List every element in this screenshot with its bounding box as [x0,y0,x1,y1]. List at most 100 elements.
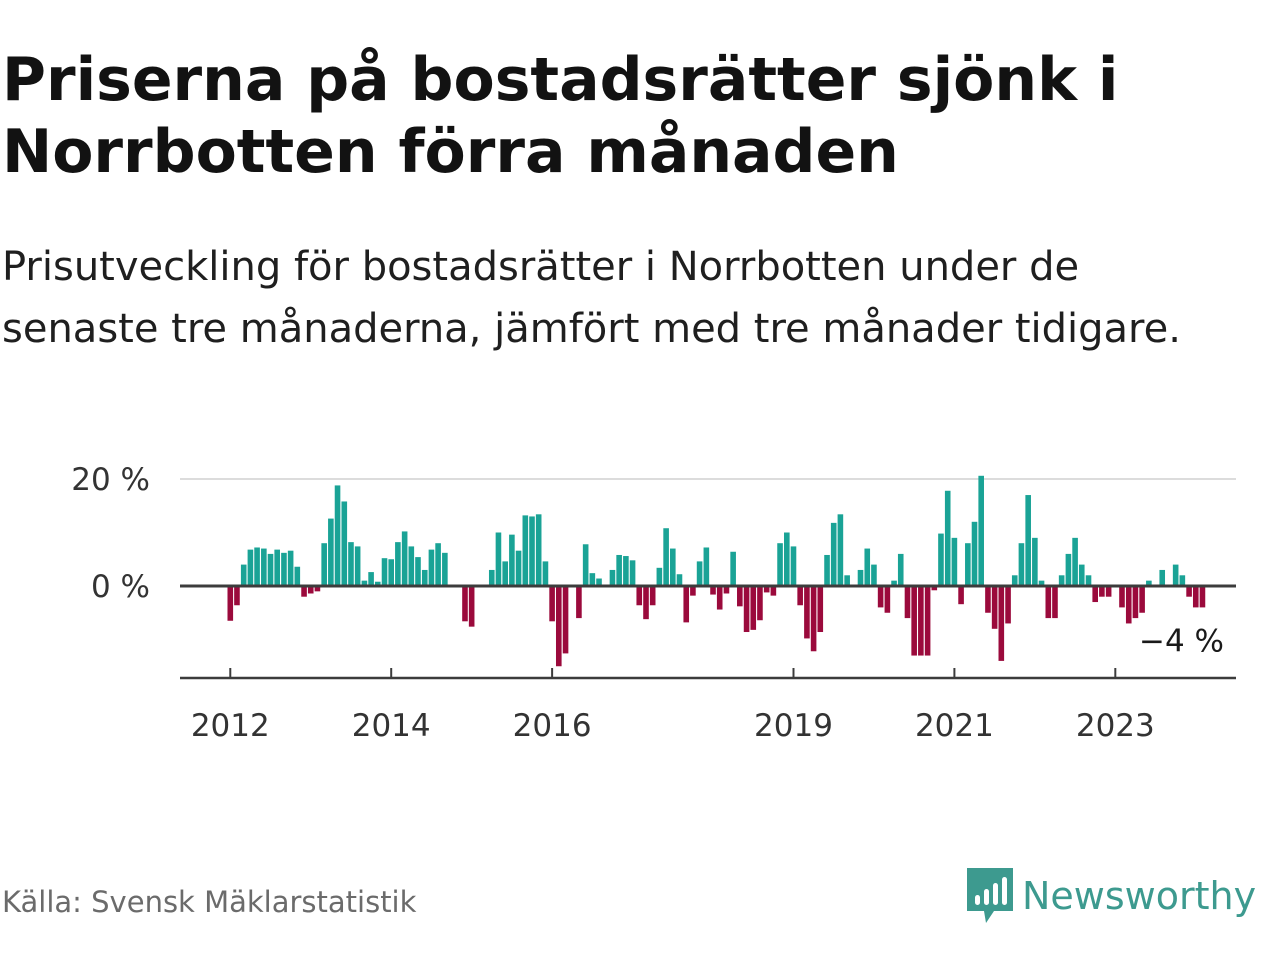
bar-positive [784,532,790,586]
bar-positive [582,544,589,586]
newsworthy-logo-icon [967,868,1013,923]
bar-negative [770,586,777,596]
bar-negative [1005,586,1011,624]
bar-positive [944,490,951,586]
bar-positive [328,518,334,586]
bar-negative [462,586,468,622]
bar-positive [321,543,327,586]
bar-positive [938,533,944,586]
bar-positive [1011,575,1018,586]
bar-negative [931,586,938,591]
x-tick-label: 2016 [513,708,592,744]
bar-positive [897,553,904,586]
bar-negative [307,586,314,594]
bar-positive [623,556,629,586]
bar-positive [1146,580,1152,586]
chart-title: Priserna på bostadsrätter sjönk i Norrbo… [2,45,1119,187]
bar-positive [1078,564,1085,586]
bar-positive [408,546,415,586]
bar-positive [1025,495,1031,586]
bar-negative [757,586,763,621]
bar-negative [797,586,803,606]
bar-negative [817,586,824,633]
bar-positive [435,543,441,586]
bar-negative [1199,586,1206,608]
x-tick-label: 2012 [191,708,270,744]
source-note: Källa: Svensk Mäklarstatistik [2,885,417,919]
bar-positive [1172,564,1179,586]
bar-negative [549,586,555,622]
bar-positive [354,546,361,586]
bar-positive [488,569,495,586]
bar-positive [529,516,535,586]
bar-positive [388,559,394,586]
bar-negative [804,586,810,639]
bar-positive [509,534,515,586]
bar-positive [1072,537,1078,586]
bar-negative [737,586,743,607]
bar-positive [495,532,502,586]
bar-positive [261,548,267,586]
x-tick-label: 2021 [915,708,994,744]
bar-positive [415,557,421,586]
bar-negative [998,586,1005,661]
bar-positive [824,554,830,586]
bar-positive [670,548,676,586]
bar-positive [837,514,844,586]
bar-chart: 0 % 20 % 2012 2014 2016 2019 2021 2023 −4 % [71,462,1236,744]
bar-positive [287,550,294,586]
bar-positive [281,552,287,586]
bar-positive [254,547,260,586]
bar-negative [555,586,562,667]
bar-positive [374,581,381,586]
bar-negative [810,586,817,652]
y-tick-label: 0 % [91,569,150,605]
bar-positive [1179,575,1186,586]
x-tick-label: 2014 [352,708,431,744]
bar-positive [609,569,616,586]
bar-negative [1092,586,1098,603]
bar-negative [877,586,884,608]
bar-positive [267,553,274,586]
bar-positive [871,564,877,586]
bar-negative [301,586,307,597]
bar-positive [341,501,348,586]
bar-positive [676,574,683,586]
bar-positive [629,560,636,586]
brand-name: Newsworthy [1022,874,1257,918]
bar-negative [985,586,991,613]
bar-positive [857,569,864,586]
bar-positive [951,537,958,586]
bar-negative [1192,586,1199,608]
bar-negative [643,586,649,620]
bar-positive [1065,553,1072,586]
bar-negative [1119,586,1125,608]
bar-positive [522,515,529,586]
bar-positive [361,580,368,586]
bar-negative [1099,586,1105,597]
bar-positive [663,528,669,586]
bar-positive [247,549,254,586]
bar-negative [576,586,582,619]
bar-positive [703,547,710,586]
bar-negative [911,586,917,656]
bar-negative [1139,586,1145,613]
bar-positive [1038,580,1045,586]
bar-positive [502,561,509,586]
bar-positive [368,572,374,586]
newsworthy-logo: Newsworthy [964,864,1256,928]
bar-negative [918,586,924,656]
bar-positive [395,542,401,586]
bar-negative [991,586,998,629]
bar-negative [314,586,321,592]
x-tick-label: 2023 [1076,708,1155,744]
bar-negative [234,586,240,606]
bar-negative [690,586,696,596]
bar-positive [596,578,602,586]
y-tick-label: 20 % [71,462,150,498]
bar-positive [334,485,341,586]
bar-positive [542,561,549,586]
bar-positive [616,554,622,586]
bar-positive [891,580,897,586]
bar-negative [743,586,750,633]
